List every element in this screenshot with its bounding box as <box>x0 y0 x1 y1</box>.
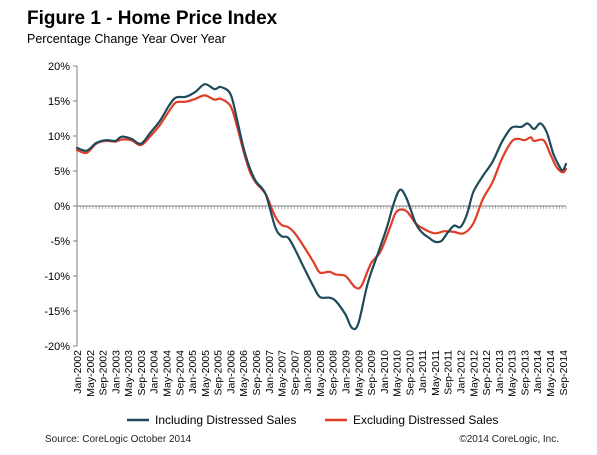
series-line-excluding <box>75 94 568 290</box>
y-tick-label: 0% <box>54 201 70 213</box>
chart-title: Figure 1 - Home Price Index <box>27 8 278 29</box>
x-tick-label: May-2002 <box>85 350 97 397</box>
x-tick-label: May-2014 <box>545 350 557 397</box>
x-tick-label: Jan-2006 <box>225 350 237 394</box>
x-tick-label: Sep-2012 <box>481 350 493 396</box>
y-axis: 20% 15% 10% 5% 0% -5% -10% -15% -20% <box>44 61 78 353</box>
x-tick-label: May-2012 <box>468 350 480 397</box>
chart-subtitle: Percentage Change Year Over Year <box>27 32 226 46</box>
x-tick-label: May-2003 <box>123 350 135 397</box>
x-tick-label: May-2008 <box>315 350 327 397</box>
x-tick-label: Jan-2014 <box>532 350 544 394</box>
y-tick-label: -20% <box>44 341 70 353</box>
x-tick-label: Jan-2005 <box>187 350 199 394</box>
x-tick-label: Jan-2012 <box>456 350 468 394</box>
x-tick-label: Sep-2011 <box>443 350 455 395</box>
x-tick-label: May-2006 <box>238 350 250 397</box>
legend-entry-excluding: Excluding Distressed Sales <box>325 413 498 427</box>
x-tick-label: May-2010 <box>392 350 404 397</box>
legend-label: Including Distressed Sales <box>155 413 296 427</box>
x-tick-label: Sep-2013 <box>519 350 531 396</box>
x-tick-label: Sep-2010 <box>404 350 416 396</box>
y-tick-label: -5% <box>50 236 70 248</box>
y-tick-label: 5% <box>54 166 70 178</box>
x-tick-label: Sep-2007 <box>289 350 301 396</box>
x-tick-label: May-2011 <box>430 350 442 396</box>
x-tick-label: Jan-2007 <box>264 350 276 394</box>
legend-entry-including: Including Distressed Sales <box>127 413 296 427</box>
y-tick-label: 15% <box>48 96 70 108</box>
legend-label: Excluding Distressed Sales <box>353 413 498 427</box>
x-tick-label: Jan-2003 <box>110 350 122 394</box>
y-tick-label: 10% <box>48 131 70 143</box>
legend: Including Distressed Sales Excluding Dist… <box>127 413 498 427</box>
x-tick-label: Sep-2008 <box>328 350 340 396</box>
x-tick-label: Sep-2006 <box>251 350 263 396</box>
y-tick-label: 20% <box>48 61 70 73</box>
x-axis: Jan-2002 May-2002 Sep-2002 Jan-2003 May-2003… <box>72 205 570 397</box>
x-tick-label: Jan-2010 <box>379 350 391 394</box>
x-tick-label: May-2007 <box>277 350 289 397</box>
y-tick-label: -10% <box>44 271 70 283</box>
series-layer <box>75 83 568 331</box>
x-tick-label: Sep-2003 <box>136 350 148 396</box>
x-tick-label: May-2013 <box>507 350 519 397</box>
x-tick-label: Jan-2011 <box>417 350 429 393</box>
x-tick-label: May-2005 <box>200 350 212 397</box>
copyright-note: ©2014 CoreLogic, Inc. <box>459 434 559 445</box>
series-line-including <box>75 83 568 331</box>
x-tick-label: Sep-2004 <box>174 350 186 396</box>
source-note: Source: CoreLogic October 2014 <box>45 434 192 445</box>
x-tick-label: Jan-2002 <box>72 350 84 394</box>
x-tick-label: Sep-2005 <box>213 350 225 396</box>
x-tick-label: Jan-2009 <box>340 350 352 394</box>
x-tick-label: Jan-2008 <box>302 350 314 394</box>
x-tick-label: Sep-2014 <box>558 350 570 396</box>
x-tick-label: May-2004 <box>161 350 173 397</box>
x-tick-label: Jan-2004 <box>149 350 161 394</box>
y-tick-label: -15% <box>44 306 70 318</box>
x-tick-label: Sep-2002 <box>98 350 110 396</box>
x-tick-label: Sep-2009 <box>366 350 378 396</box>
x-tick-label: May-2009 <box>353 350 365 397</box>
x-tick-label: Jan-2013 <box>494 350 506 394</box>
